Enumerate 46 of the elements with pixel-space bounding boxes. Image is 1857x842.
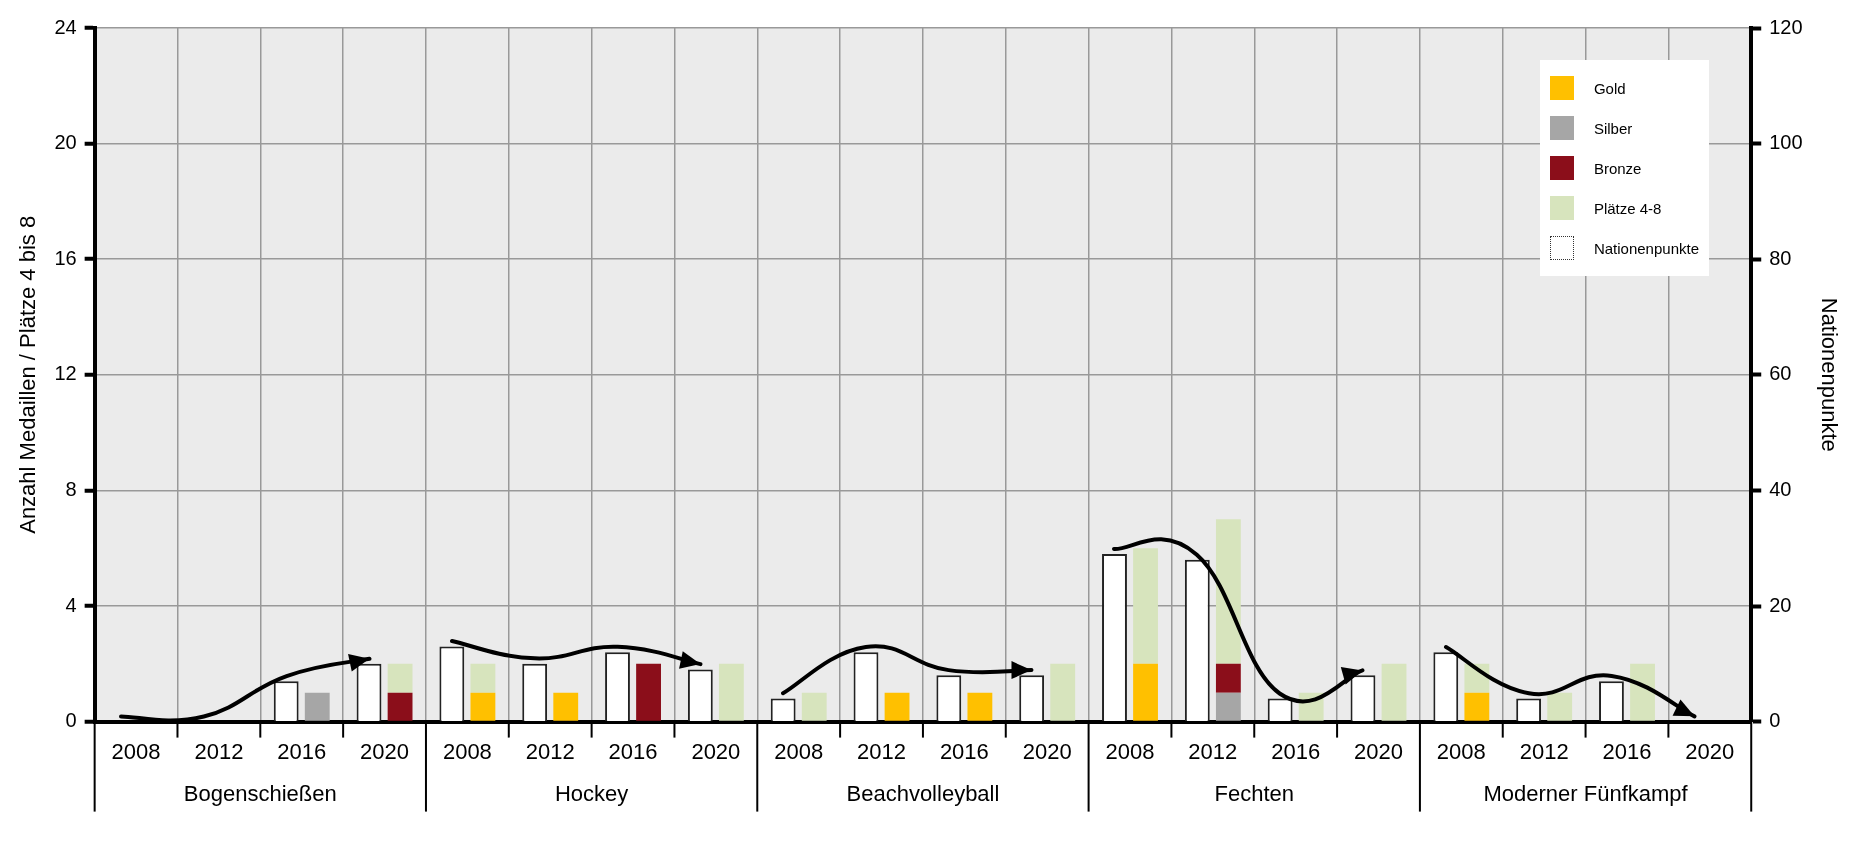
x-tick-label: 2020 bbox=[1022, 738, 1072, 764]
x-tick-label: 2016 bbox=[1271, 738, 1321, 764]
y2-axis-title: Nationenpunkte bbox=[1816, 297, 1842, 452]
x-tick-label: 2016 bbox=[277, 738, 327, 764]
legend-label: Gold bbox=[1593, 79, 1626, 97]
text: Hockey bbox=[554, 780, 629, 806]
x-tick-label: 2016 bbox=[1602, 738, 1652, 764]
x-tick-label: 2008 bbox=[774, 738, 824, 764]
legend-label: Nationenpunkte bbox=[1593, 239, 1699, 257]
text: Bogenschießen bbox=[183, 780, 337, 806]
x-tick-label: 2016 bbox=[608, 738, 658, 764]
y-tick-label: 20 bbox=[54, 131, 77, 154]
y2-tick-label: 100 bbox=[1769, 131, 1803, 154]
x-tick-label: 2020 bbox=[360, 738, 410, 764]
y2-tick-label: 120 bbox=[1769, 15, 1803, 38]
x-tick-label: 2020 bbox=[691, 738, 741, 764]
x-tick-label: 2016 bbox=[939, 738, 989, 764]
text: Fechten bbox=[1214, 780, 1295, 806]
y2-tick-label: 60 bbox=[1769, 362, 1792, 385]
x-tick-label: 2012 bbox=[1519, 738, 1569, 764]
y2-tick-label: 40 bbox=[1769, 477, 1792, 500]
x-tick-label: 2008 bbox=[1436, 738, 1486, 764]
y-tick-label: 0 bbox=[65, 709, 77, 732]
y2-tick-label: 0 bbox=[1769, 709, 1781, 732]
y-tick-label: 4 bbox=[65, 593, 77, 616]
y2-tick-label: 80 bbox=[1769, 246, 1792, 269]
y2-tick-label: 20 bbox=[1769, 593, 1792, 616]
legend-label: Bronze bbox=[1593, 159, 1642, 177]
x-tick-label: 2012 bbox=[857, 738, 906, 764]
y-tick-label: 12 bbox=[54, 362, 77, 385]
x-tick-label: 2008 bbox=[1105, 738, 1155, 764]
x-tick-label: 2012 bbox=[194, 738, 244, 764]
x-tick-label: 2008 bbox=[111, 738, 161, 764]
x-tick-label: 2020 bbox=[1685, 738, 1735, 764]
x-tick-label: 2020 bbox=[1354, 738, 1403, 764]
y-tick-label: 8 bbox=[65, 477, 77, 500]
x-tick-label: 2012 bbox=[525, 738, 575, 764]
y-tick-label: 24 bbox=[54, 15, 77, 38]
text: Moderner Fünfkampf bbox=[1483, 780, 1689, 806]
legend-label: Silber bbox=[1593, 119, 1633, 137]
y-axis-title: Anzahl Medaillen / Plätze 4 bis 8 bbox=[15, 215, 41, 534]
y-tick-label: 16 bbox=[54, 246, 77, 269]
legend-label: Plätze 4-8 bbox=[1593, 199, 1662, 217]
text: Beachvolleyball bbox=[846, 780, 1000, 806]
x-tick-label: 2012 bbox=[1188, 738, 1238, 764]
x-tick-label: 2008 bbox=[442, 738, 492, 764]
